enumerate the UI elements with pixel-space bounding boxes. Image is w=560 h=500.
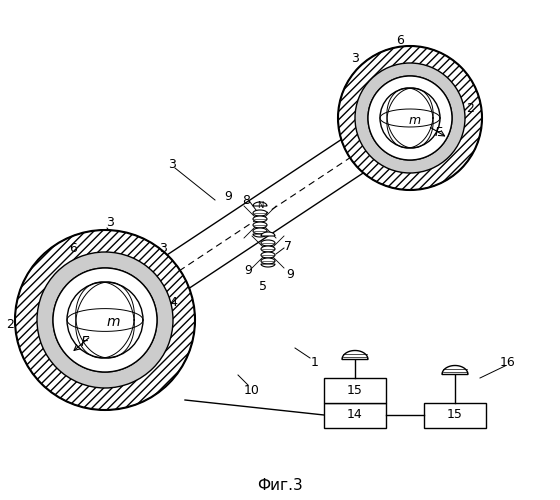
Text: 15: 15	[347, 384, 363, 396]
Text: m: m	[409, 114, 421, 126]
Text: 3: 3	[351, 52, 359, 64]
Text: 1: 1	[311, 356, 319, 368]
Ellipse shape	[253, 228, 267, 234]
Circle shape	[380, 88, 440, 148]
Circle shape	[67, 282, 143, 358]
Polygon shape	[261, 264, 275, 267]
Bar	[324, 378, 386, 402]
Ellipse shape	[253, 210, 267, 216]
Text: m: m	[106, 315, 120, 329]
Bar	[424, 402, 486, 427]
Circle shape	[338, 46, 482, 190]
Text: 15: 15	[447, 408, 463, 422]
Text: F: F	[435, 126, 442, 138]
Wedge shape	[355, 63, 465, 173]
Polygon shape	[442, 366, 468, 374]
Polygon shape	[342, 350, 368, 360]
Text: Фиг.3: Фиг.3	[257, 478, 303, 492]
Circle shape	[53, 268, 157, 372]
Ellipse shape	[261, 252, 275, 258]
Polygon shape	[253, 202, 267, 206]
Text: 3: 3	[106, 216, 114, 230]
Text: 14: 14	[347, 408, 363, 422]
Text: 2: 2	[6, 318, 14, 332]
Text: 8: 8	[242, 194, 250, 206]
Ellipse shape	[261, 258, 275, 264]
Ellipse shape	[261, 240, 275, 246]
Text: 4: 4	[169, 296, 177, 308]
Polygon shape	[261, 232, 275, 236]
Text: 9: 9	[244, 264, 252, 276]
Text: 2: 2	[466, 102, 474, 114]
Polygon shape	[94, 102, 421, 336]
Ellipse shape	[261, 246, 275, 252]
Text: F: F	[81, 335, 89, 349]
Bar	[324, 402, 386, 427]
Text: 3: 3	[159, 242, 167, 254]
Wedge shape	[37, 252, 173, 388]
Text: 9: 9	[224, 190, 232, 202]
Text: 9: 9	[286, 268, 294, 280]
Text: N: N	[257, 200, 263, 209]
Text: 16: 16	[500, 356, 516, 368]
Text: 6: 6	[69, 242, 77, 254]
Text: 5: 5	[259, 280, 267, 293]
Text: 7: 7	[284, 240, 292, 254]
Ellipse shape	[253, 222, 267, 228]
Text: 10: 10	[244, 384, 260, 396]
Polygon shape	[253, 234, 267, 237]
Circle shape	[15, 230, 195, 410]
Text: 3: 3	[168, 158, 176, 172]
Circle shape	[368, 76, 452, 160]
Ellipse shape	[253, 216, 267, 222]
Text: 6: 6	[396, 34, 404, 46]
